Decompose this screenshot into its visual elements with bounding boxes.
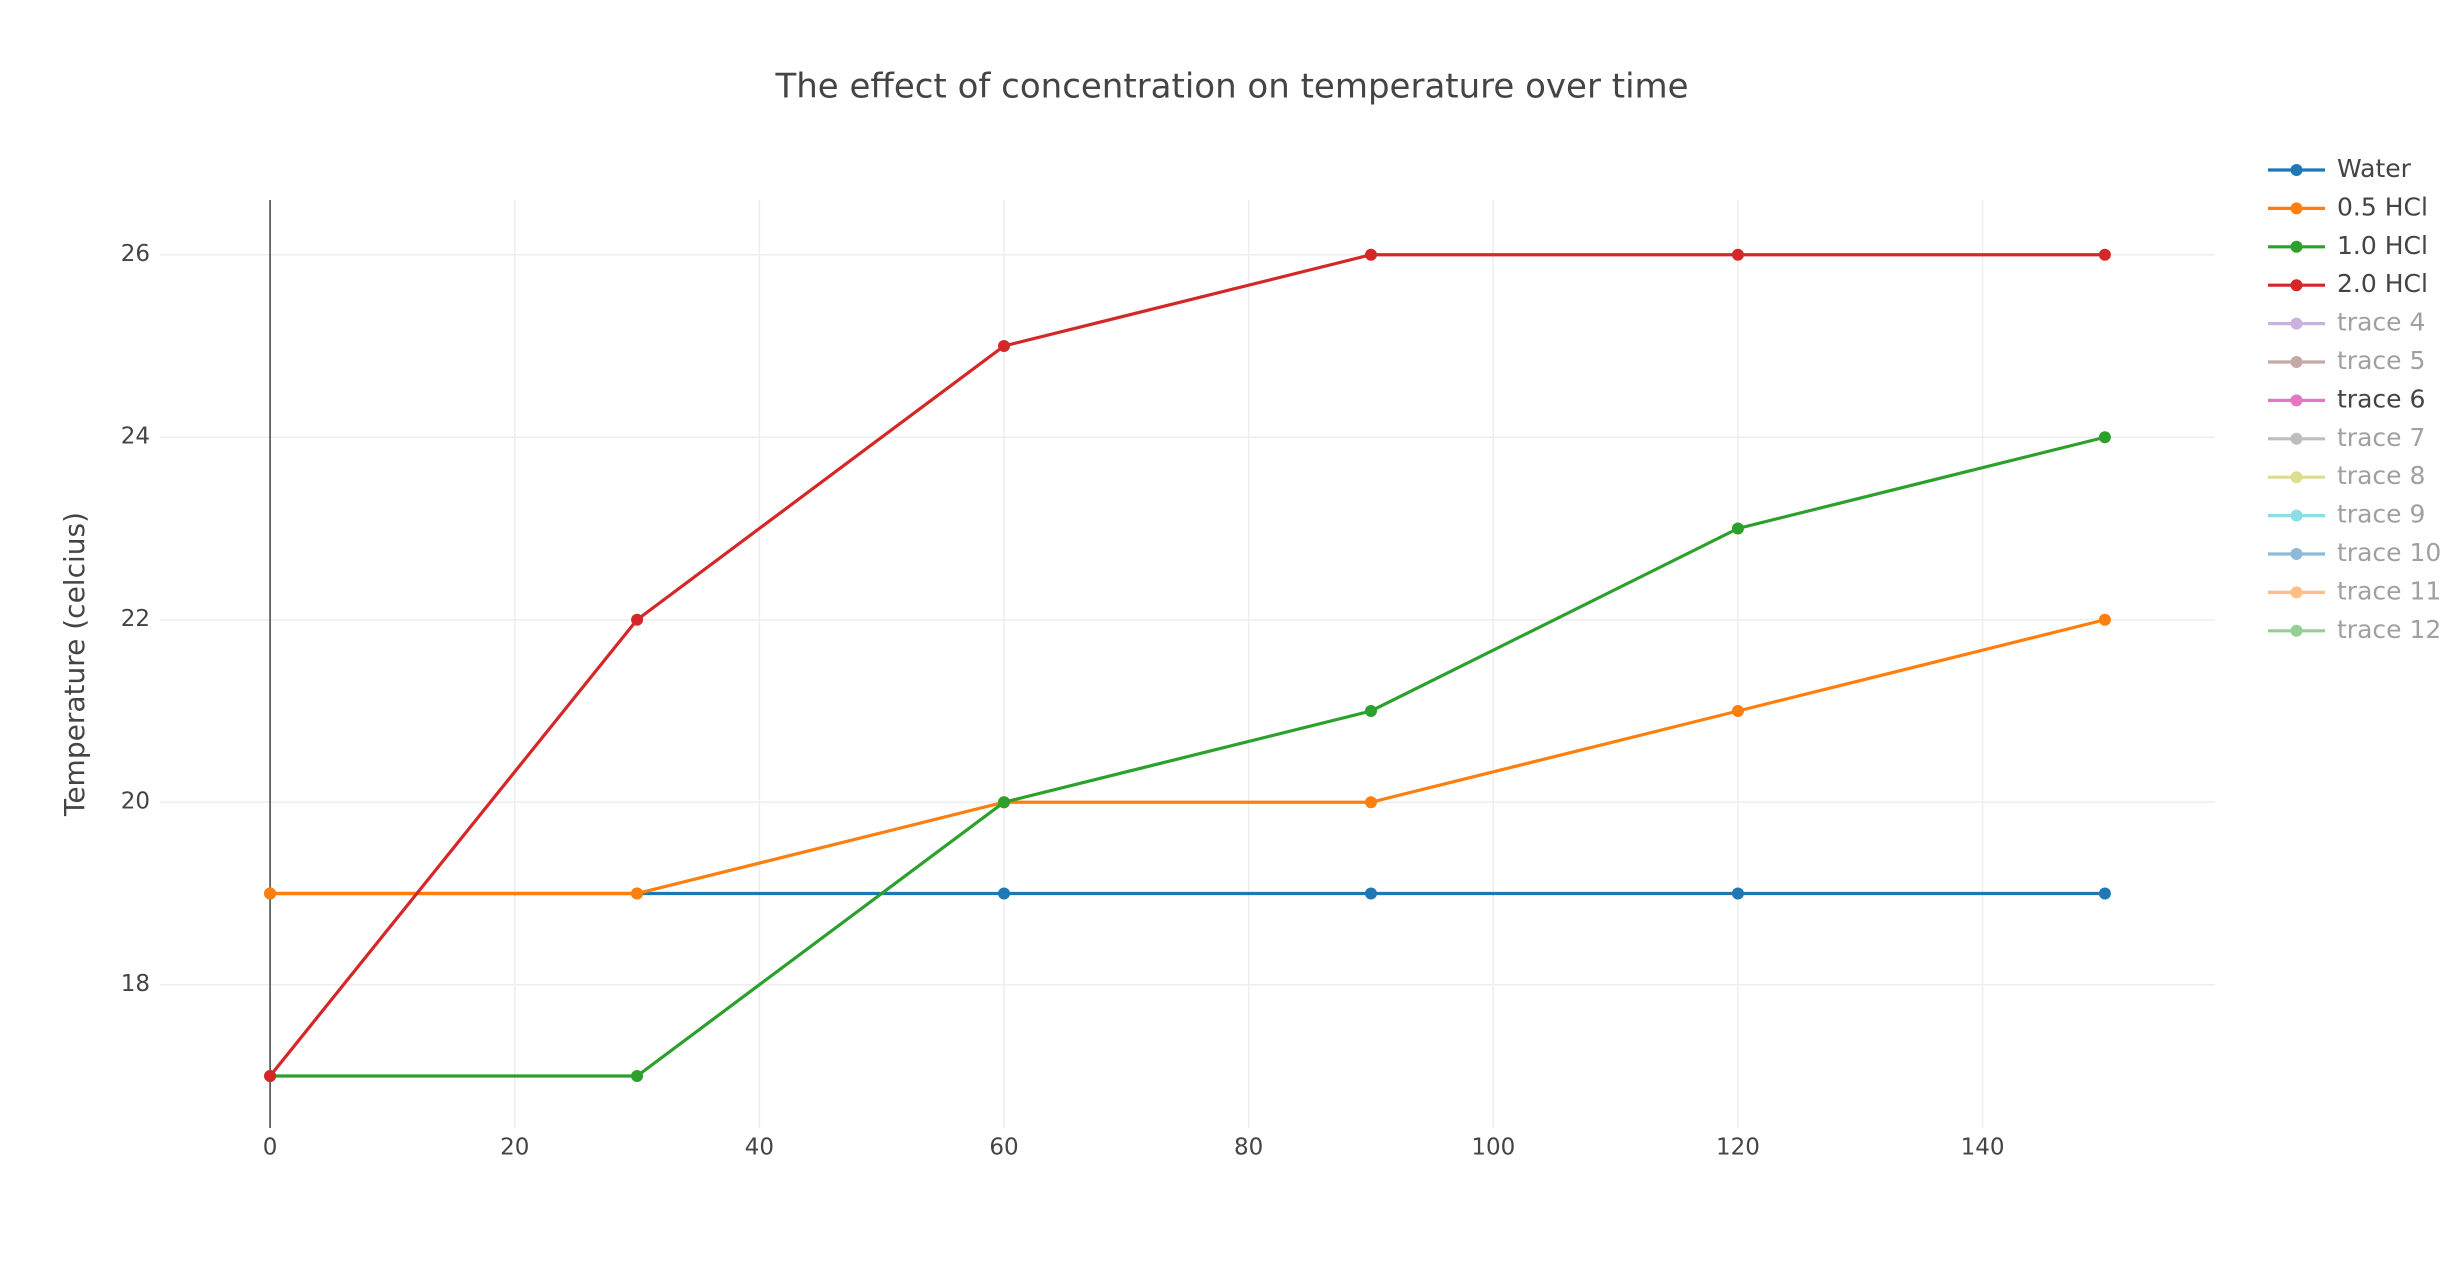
marker xyxy=(2098,431,2111,444)
marker xyxy=(1731,248,1744,261)
legend-marker xyxy=(2290,432,2303,445)
y-axis-label: Temperature (celcius) xyxy=(58,512,91,817)
marker xyxy=(998,796,1011,809)
legend-item[interactable]: trace 9 xyxy=(2268,500,2425,529)
y-tick-label: 18 xyxy=(121,971,150,997)
marker xyxy=(998,887,1011,900)
legend-marker xyxy=(2290,548,2303,560)
x-tick-label: 120 xyxy=(1716,1135,1760,1161)
legend-label: trace 5 xyxy=(2337,346,2425,375)
series-line xyxy=(268,253,2105,1077)
marker xyxy=(1731,522,1744,535)
y-tick-label: 26 xyxy=(121,241,150,267)
legend-label: trace 7 xyxy=(2337,423,2425,452)
legend-item[interactable]: trace 6 xyxy=(2268,384,2425,413)
marker xyxy=(1364,704,1377,717)
legend-marker xyxy=(2290,394,2303,407)
marker xyxy=(631,1069,644,1082)
legend-item[interactable]: trace 8 xyxy=(2268,461,2425,490)
legend-label: 2.0 HCl xyxy=(2337,269,2428,298)
x-tick-label: 40 xyxy=(745,1135,774,1161)
marker xyxy=(2098,887,2111,900)
legend-label: trace 8 xyxy=(2337,461,2425,490)
legend-label: trace 9 xyxy=(2337,500,2425,529)
legend-label: trace 6 xyxy=(2337,384,2425,413)
marker xyxy=(631,887,644,900)
legend-item[interactable]: 1.0 HCl xyxy=(2268,231,2428,260)
legend-marker xyxy=(2290,279,2303,292)
legend-marker xyxy=(2290,317,2303,330)
legend-item[interactable]: Water xyxy=(2268,154,2412,183)
legend-marker xyxy=(2290,356,2303,368)
legend-marker xyxy=(2290,586,2303,599)
legend-item[interactable]: trace 12 xyxy=(2268,615,2441,644)
x-tick-label: 20 xyxy=(500,1135,529,1161)
legend-label: trace 11 xyxy=(2337,576,2441,605)
series-line xyxy=(270,435,2106,1078)
legend-label: Water xyxy=(2337,154,2412,183)
legend-marker xyxy=(2290,240,2303,253)
marker xyxy=(2098,248,2111,261)
legend-item[interactable]: trace 4 xyxy=(2268,308,2425,337)
legend-item[interactable]: trace 5 xyxy=(2268,346,2425,375)
x-tick-label: 60 xyxy=(989,1135,1018,1161)
legend-marker xyxy=(2290,624,2303,637)
x-tick-label: 80 xyxy=(1234,1135,1263,1161)
legend-marker xyxy=(2290,471,2303,484)
marker xyxy=(264,1069,277,1082)
marker xyxy=(1364,796,1377,809)
legend-item[interactable]: trace 7 xyxy=(2268,423,2425,452)
y-tick-label: 22 xyxy=(121,606,150,632)
legend-label: trace 10 xyxy=(2337,538,2441,567)
legend-item[interactable]: trace 10 xyxy=(2268,538,2441,567)
legend-marker xyxy=(2290,202,2303,215)
legend-label: trace 12 xyxy=(2337,615,2441,644)
grid xyxy=(160,200,2215,1128)
legend-item[interactable]: 2.0 HCl xyxy=(2268,269,2428,298)
legend-label: trace 4 xyxy=(2337,308,2425,337)
legend-label: 0.5 HCl xyxy=(2337,192,2428,221)
legend-label: 1.0 HCl xyxy=(2337,231,2428,260)
marker xyxy=(264,887,277,900)
y-tick-label: 24 xyxy=(121,424,150,450)
marker xyxy=(1731,887,1744,900)
y-tick-label: 20 xyxy=(121,789,150,815)
marker xyxy=(1364,887,1377,900)
marker xyxy=(1364,248,1377,261)
marker xyxy=(2098,613,2111,626)
series-line xyxy=(270,618,2106,896)
x-tick-label: 140 xyxy=(1961,1135,2005,1161)
legend-marker xyxy=(2290,509,2303,522)
legend-item[interactable]: trace 11 xyxy=(2268,576,2441,605)
marker xyxy=(998,339,1011,352)
legend-item[interactable]: 0.5 HCl xyxy=(2268,192,2428,221)
legend-marker xyxy=(2290,164,2303,176)
chart-title: The effect of concentration on temperatu… xyxy=(774,67,1688,107)
x-tick-label: 100 xyxy=(1471,1135,1515,1161)
marker xyxy=(631,613,644,626)
marker xyxy=(1731,704,1744,717)
x-tick-label: 0 xyxy=(263,1135,278,1161)
